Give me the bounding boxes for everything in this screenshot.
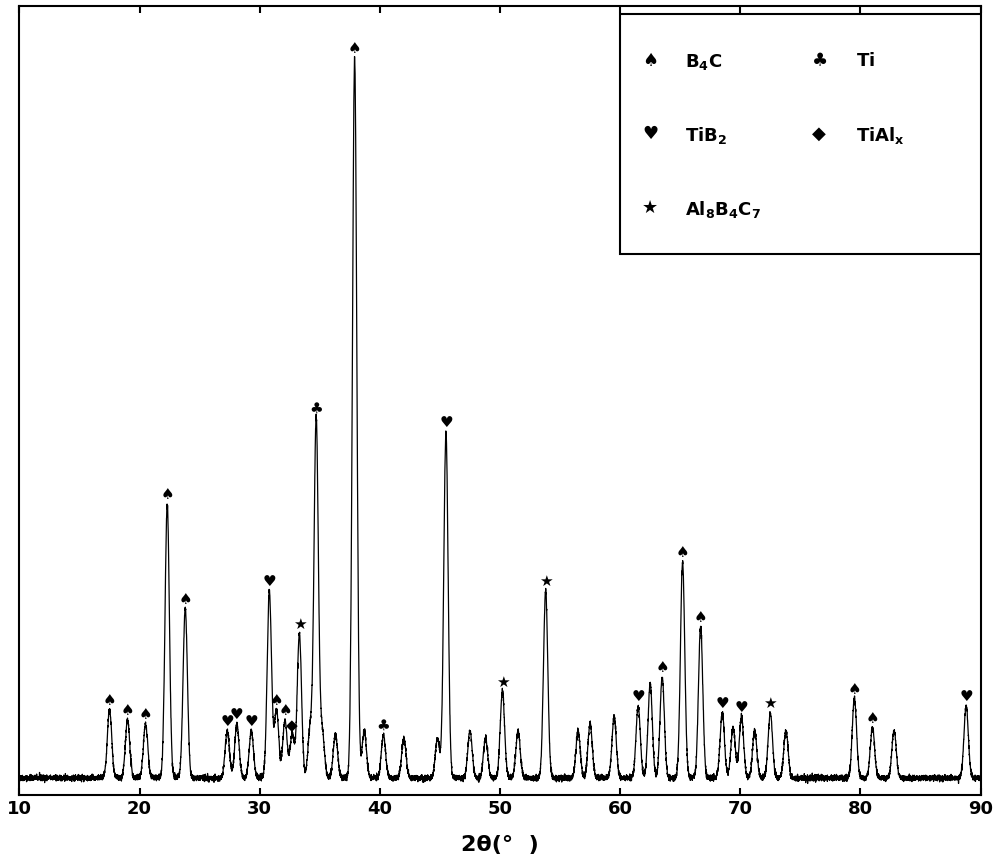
Text: ♥: ♥ (642, 125, 658, 143)
Text: ♥: ♥ (230, 706, 244, 722)
Text: ♠: ♠ (121, 703, 134, 717)
Text: ♠: ♠ (866, 709, 879, 725)
Text: ♠: ♠ (278, 703, 292, 717)
Text: ♥: ♥ (715, 696, 729, 710)
Text: ♠: ♠ (848, 681, 861, 696)
Text: $\mathbf{Ti}$: $\mathbf{Ti}$ (856, 52, 875, 70)
Text: ♠: ♠ (642, 52, 658, 70)
Text: ♥: ♥ (959, 688, 973, 703)
Text: $\mathbf{TiB_2}$: $\mathbf{TiB_2}$ (685, 125, 727, 146)
Text: $\mathbf{Al_8B_4C_7}$: $\mathbf{Al_8B_4C_7}$ (685, 198, 760, 220)
FancyBboxPatch shape (620, 15, 981, 255)
X-axis label: 2θ(°  ): 2θ(° ) (461, 834, 539, 854)
Text: ★: ★ (293, 616, 306, 631)
Text: ★: ★ (496, 674, 509, 689)
Text: ♣: ♣ (309, 400, 323, 416)
Text: $\mathbf{TiAl_x}$: $\mathbf{TiAl_x}$ (856, 125, 904, 146)
Text: ★: ★ (539, 573, 552, 588)
Text: ♠: ♠ (676, 544, 689, 560)
Text: ♠: ♠ (139, 706, 152, 722)
Text: ♥: ♥ (263, 573, 276, 588)
Text: ♥: ♥ (439, 415, 453, 430)
Text: ★: ★ (764, 696, 777, 710)
Text: ♥: ♥ (735, 699, 748, 714)
Text: ♠: ♠ (160, 486, 174, 502)
Text: ★: ★ (642, 198, 658, 216)
Text: ♠: ♠ (348, 40, 361, 56)
Text: ◆: ◆ (812, 125, 826, 143)
Text: ♠: ♠ (270, 692, 283, 707)
Text: ♥: ♥ (245, 714, 258, 728)
Text: ♠: ♠ (655, 660, 669, 674)
Text: ♥: ♥ (631, 688, 645, 703)
Text: ♥: ♥ (220, 714, 234, 728)
Text: ♠: ♠ (178, 592, 192, 606)
Text: ◆: ◆ (286, 717, 298, 732)
Text: ♠: ♠ (694, 609, 707, 624)
Text: $\mathbf{B_4C}$: $\mathbf{B_4C}$ (685, 52, 722, 71)
Text: ♣: ♣ (812, 52, 828, 70)
Text: ♣: ♣ (377, 717, 390, 732)
Text: ♠: ♠ (103, 692, 116, 707)
